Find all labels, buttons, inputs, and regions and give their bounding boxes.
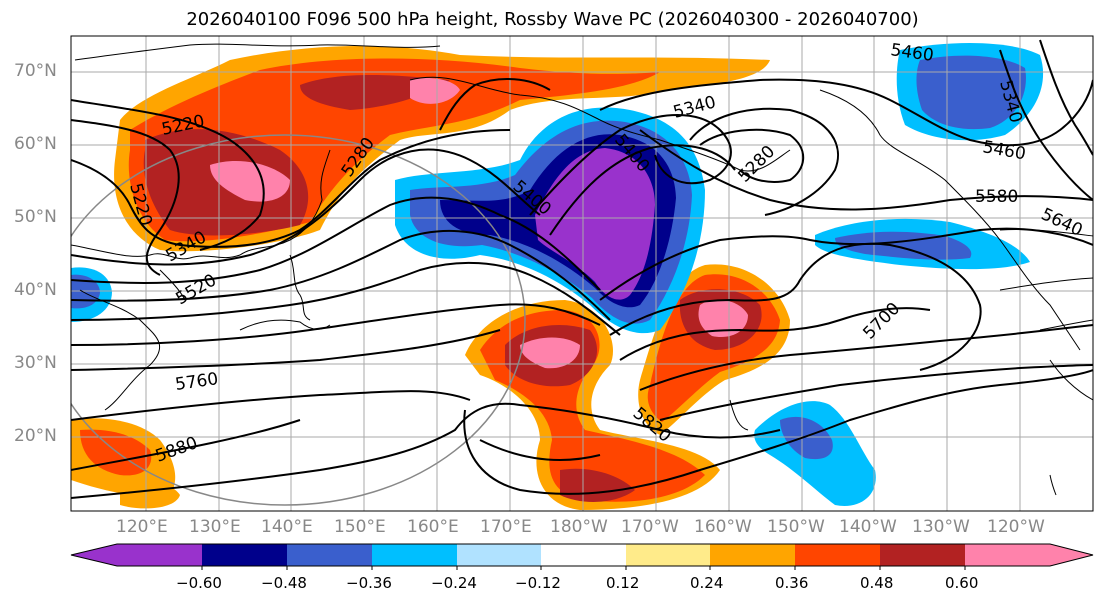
lon-label: 160°E xyxy=(407,517,459,537)
colorbar-tick-label: 0.60 xyxy=(945,574,979,592)
lat-label: 50°N xyxy=(14,207,57,227)
colorbar-tick-label: −0.60 xyxy=(176,574,222,592)
lon-label: 140°E xyxy=(261,517,313,537)
colorbar-swatch xyxy=(710,544,795,566)
colorbar-tick-label: −0.36 xyxy=(346,574,392,592)
colorbar-swatch xyxy=(965,544,1050,566)
lat-label: 40°N xyxy=(14,280,57,300)
colorbar-swatch xyxy=(457,544,541,566)
lon-label: 120°W xyxy=(987,517,1045,537)
negative-anomaly-shading xyxy=(71,43,1044,506)
coastlines xyxy=(71,43,1093,496)
colorbar-extend-right xyxy=(1050,544,1093,566)
lon-label: 160°W xyxy=(694,517,752,537)
colorbar-swatch xyxy=(287,544,372,566)
colorbar-extend-left xyxy=(71,544,117,566)
colorbar-tick-label: 0.24 xyxy=(690,574,724,592)
colorbar-outline xyxy=(70,543,1094,567)
colorbar-swatch xyxy=(626,544,710,566)
lon-label: 180°W xyxy=(550,517,608,537)
lat-label: 70°N xyxy=(14,61,57,81)
projection-circle xyxy=(71,134,526,506)
lon-label: 150°E xyxy=(334,517,386,537)
lon-label: 120°E xyxy=(116,517,168,537)
colorbar-tick-label: −0.48 xyxy=(261,574,307,592)
contour-label: 5580 xyxy=(975,187,1018,207)
lon-label: 170°E xyxy=(480,517,532,537)
colorbar-tick-label: 0.12 xyxy=(606,574,640,592)
colorbar-swatch xyxy=(795,544,880,566)
lon-label: 170°W xyxy=(621,517,679,537)
colorbar-swatch xyxy=(880,544,965,566)
lon-label: 130°W xyxy=(912,517,970,537)
graticule xyxy=(71,36,1093,511)
colorbar-tick-label: 0.48 xyxy=(860,574,894,592)
colorbar-swatch xyxy=(202,544,287,566)
lon-label: 130°E xyxy=(189,517,241,537)
lat-label: 30°N xyxy=(14,353,57,373)
colorbar-tick-label: −0.24 xyxy=(431,574,477,592)
colorbar xyxy=(70,543,1094,570)
lat-label: 20°N xyxy=(14,426,57,446)
colorbar-swatch xyxy=(372,544,457,566)
positive-anomaly-shading xyxy=(71,45,790,510)
height-contours xyxy=(71,39,1093,499)
map-frame xyxy=(70,35,1094,512)
lat-label: 60°N xyxy=(14,134,57,154)
lon-label: 150°W xyxy=(767,517,825,537)
colorbar-swatch xyxy=(117,544,202,566)
colorbar-tick-label: 0.36 xyxy=(775,574,809,592)
colorbar-tick-label: −0.12 xyxy=(515,574,561,592)
lon-label: 140°W xyxy=(839,517,897,537)
colorbar-swatch xyxy=(541,544,626,566)
map-title: 2026040100 F096 500 hPa height, Rossby W… xyxy=(186,9,919,30)
